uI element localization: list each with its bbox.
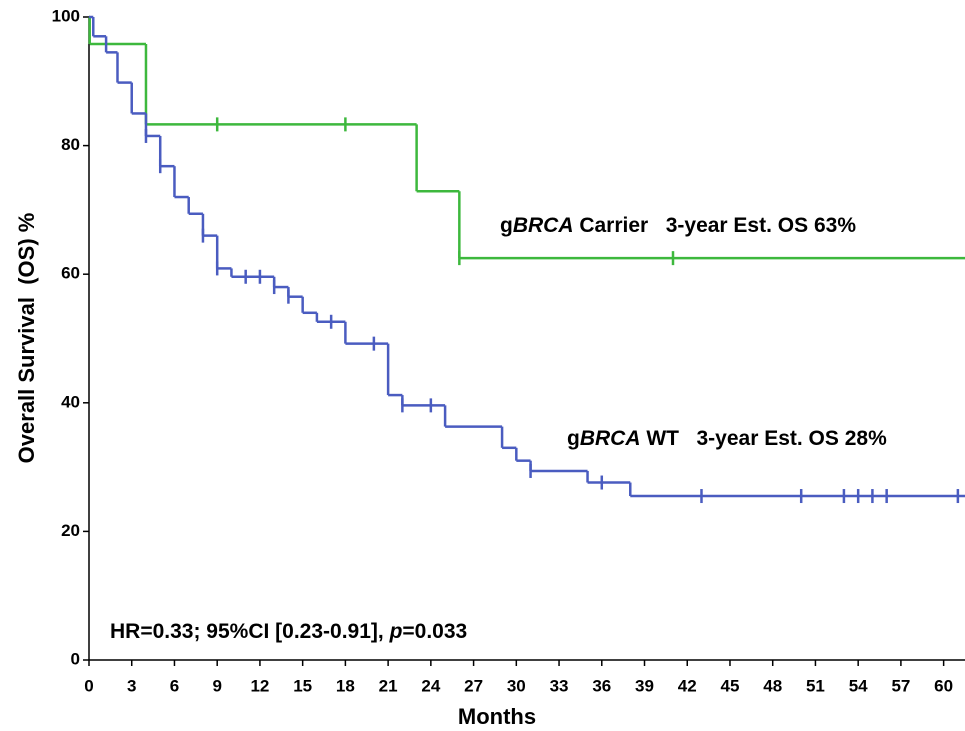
x-tick-label: 3 [127,676,136,695]
x-tick-label: 24 [421,676,440,695]
x-tick-label: 48 [763,676,782,695]
y-axis-label: Overall Survival (OS) % [14,213,39,464]
y-tick-label: 40 [61,392,80,411]
x-tick-label: 27 [464,676,483,695]
y-tick-label: 0 [71,649,80,668]
x-tick-label: 6 [170,676,179,695]
x-tick-label: 33 [550,676,569,695]
annotation: gBRCA Carrier 3-year Est. OS 63% [500,214,856,237]
x-tick-label: 18 [336,676,355,695]
annotation-text: g [567,427,580,450]
x-tick-label: 30 [507,676,526,695]
x-tick-label: 39 [635,676,654,695]
x-tick-label: 12 [250,676,269,695]
x-tick-label: 60 [934,676,953,695]
annotation-text: Carrier 3-year Est. OS 63% [574,214,857,237]
x-axis-label: Months [458,704,536,729]
annotation-italic: BRCA [513,214,574,237]
x-tick-label: 15 [293,676,312,695]
annotation-text: WT 3-year Est. OS 28% [641,427,888,450]
x-tick-label: 45 [721,676,740,695]
annotation-italic: p [389,620,403,643]
annotation-text: HR=0.33; 95%CI [0.23-0.91], [110,620,390,643]
y-tick-label: 100 [52,6,80,25]
y-tick-label: 80 [61,135,80,154]
x-tick-label: 42 [678,676,697,695]
annotation: gBRCA WT 3-year Est. OS 28% [567,427,887,450]
y-tick-label: 20 [61,521,80,540]
annotation-text: =0.033 [402,620,467,643]
x-tick-label: 0 [84,676,93,695]
annotation: HR=0.33; 95%CI [0.23-0.91], p=0.033 [110,620,467,643]
x-tick-label: 51 [806,676,825,695]
annotation-italic: BRCA [580,427,641,450]
x-tick-label: 9 [212,676,221,695]
x-tick-label: 21 [379,676,398,695]
y-tick-label: 60 [61,264,80,283]
annotation-text: g [500,214,513,237]
x-tick-label: 57 [891,676,910,695]
x-tick-label: 36 [592,676,611,695]
x-tick-label: 54 [849,676,868,695]
